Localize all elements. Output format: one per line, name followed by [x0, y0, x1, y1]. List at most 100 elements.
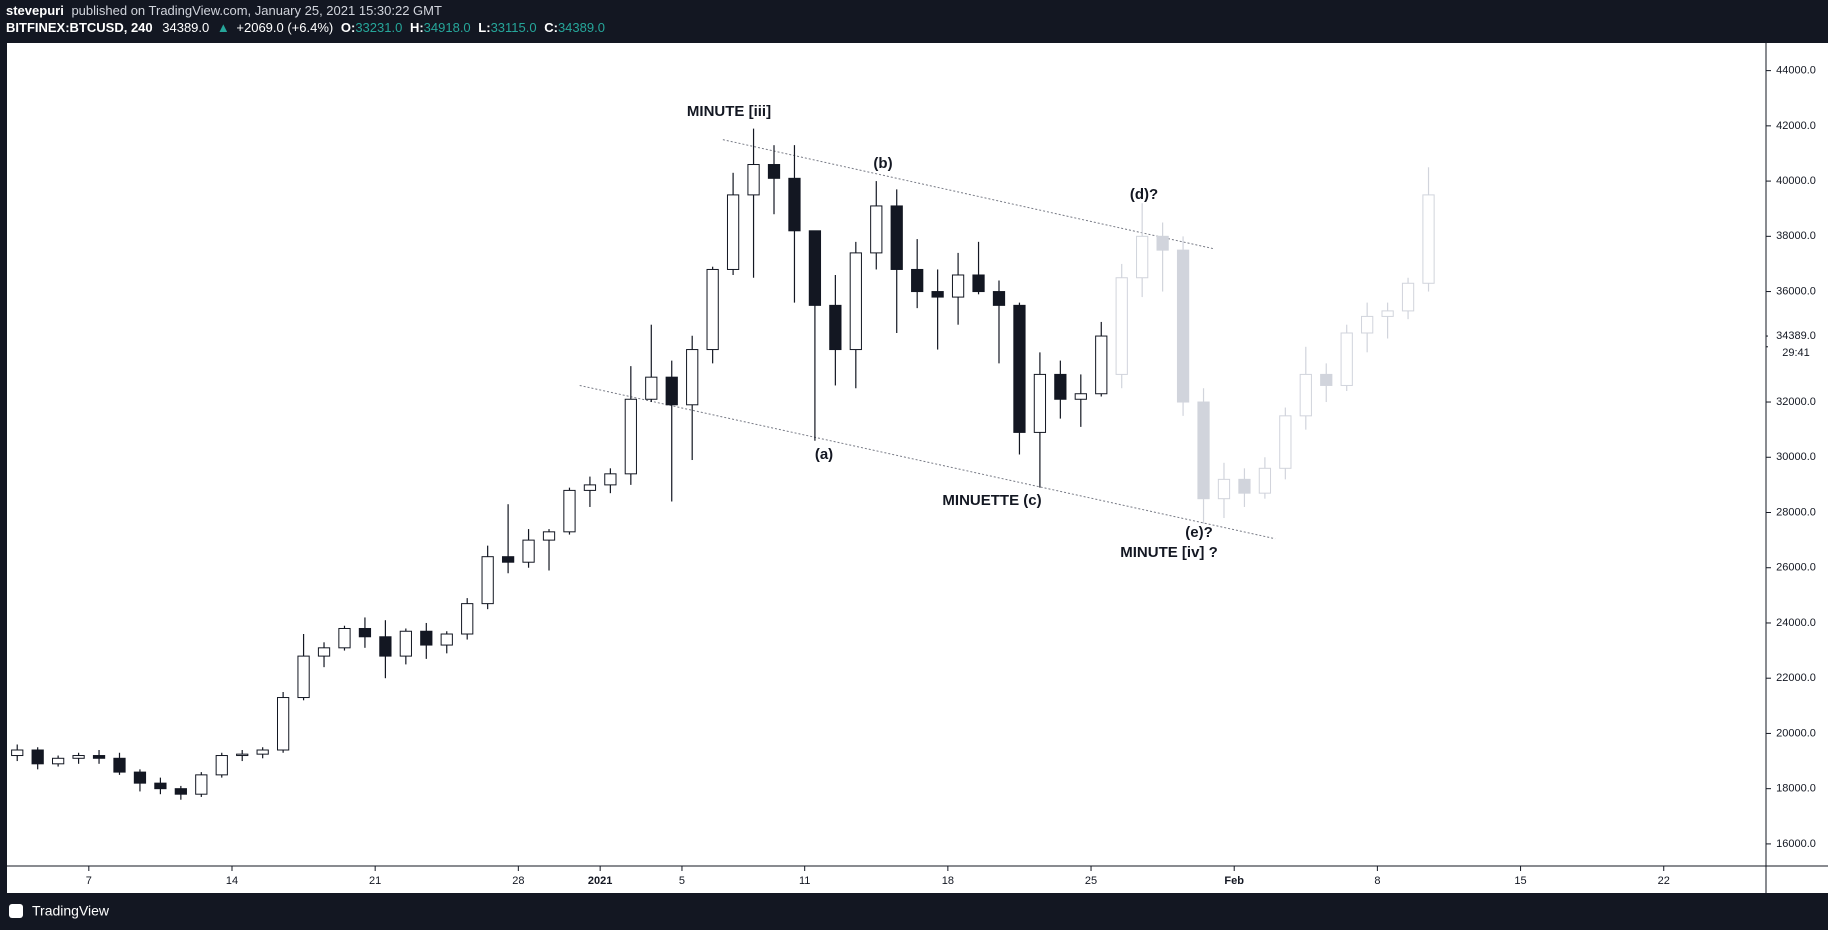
y-tick-label: 32000.0	[1776, 396, 1816, 408]
candle-body	[276, 697, 290, 751]
candle-body	[297, 655, 310, 699]
annotation: (b)	[873, 155, 892, 172]
candle-body	[1033, 373, 1047, 433]
x-tick-label: 25	[1085, 875, 1097, 887]
candle-body	[461, 603, 474, 635]
candle-body	[624, 398, 637, 475]
candle-body	[808, 230, 822, 306]
candle-body	[1320, 373, 1333, 386]
candle-body	[52, 757, 65, 765]
candle-body	[420, 630, 433, 646]
candle-body	[113, 757, 126, 773]
candle-body	[215, 755, 228, 776]
logo-icon	[9, 904, 23, 918]
candle-body	[1258, 467, 1272, 494]
x-tick-label: 5	[679, 875, 685, 887]
candle-body	[1095, 335, 1108, 395]
candle-body	[338, 627, 351, 649]
x-tick-label: Feb	[1224, 875, 1244, 887]
candle-body	[317, 647, 331, 657]
published: published on TradingView.com, January 25…	[71, 3, 442, 18]
symbol: BITFINEX:BTCUSD, 240	[6, 20, 153, 35]
candle-body	[911, 268, 924, 293]
x-tick-label: 2021	[588, 875, 612, 887]
candle-body	[1115, 277, 1128, 375]
candle-body	[706, 268, 719, 351]
candle-body	[1401, 282, 1415, 312]
candle-body	[1381, 310, 1394, 317]
candle-body	[72, 755, 85, 759]
candle-body	[583, 484, 597, 491]
candle-body	[1156, 235, 1169, 251]
y-tick-label: 20000.0	[1776, 727, 1816, 739]
candle-body	[829, 304, 842, 351]
ohlc-value: 34389.0	[558, 20, 605, 35]
candle-body	[686, 349, 699, 406]
candle-body	[154, 782, 167, 790]
candle-body	[951, 274, 965, 298]
header-line-2: BITFINEX:BTCUSD, 240 34389.0 ▲ +2069.0 (…	[6, 20, 605, 35]
annotation: MINUTE [iv] ?	[1120, 544, 1218, 561]
candle-body	[1238, 478, 1251, 494]
candle-body	[11, 749, 24, 757]
candle-body	[1422, 194, 1435, 284]
candle-body	[726, 194, 740, 270]
candle-body	[379, 636, 392, 657]
header-line-1: stevepuri published on TradingView.com, …	[6, 3, 442, 18]
candle-body	[849, 252, 862, 351]
x-tick-label: 8	[1374, 875, 1380, 887]
candle-body	[481, 556, 494, 605]
candle-body	[645, 376, 658, 400]
x-tick-label: 22	[1658, 875, 1670, 887]
left-border	[0, 43, 7, 893]
y-tick-label: 44000.0	[1776, 65, 1816, 77]
y-tick-label: 42000.0	[1776, 120, 1816, 132]
last-price-badge	[1768, 327, 1826, 362]
logo	[9, 904, 23, 918]
candle-body	[604, 473, 617, 486]
candle-body	[1013, 304, 1026, 433]
candle-body	[399, 630, 412, 657]
candle-body	[1217, 478, 1231, 500]
candle-body	[522, 539, 535, 563]
x-tick-label: 15	[1514, 875, 1526, 887]
candle-body	[1340, 332, 1353, 386]
candle-body	[501, 556, 515, 563]
x-tick-label: 7	[86, 875, 92, 887]
annotation: (d)?	[1130, 186, 1158, 203]
last: 34389.0	[162, 20, 209, 35]
candle-body	[665, 376, 678, 406]
y-tick-label: 28000.0	[1776, 506, 1816, 518]
x-tick-label: 28	[512, 875, 524, 887]
candle-body	[92, 755, 106, 759]
footer-brand: TradingView	[32, 903, 110, 919]
candle-body	[195, 774, 208, 795]
trendline	[579, 384, 1276, 540]
candle-body	[1054, 373, 1067, 400]
header-bar	[0, 0, 1828, 43]
author: stevepuri	[6, 3, 64, 18]
change: +2069.0 (+6.4%)	[236, 20, 333, 35]
candle-body	[931, 291, 944, 298]
footer-bar	[0, 893, 1828, 930]
x-tick-label: 11	[799, 875, 810, 887]
y-tick-label: 36000.0	[1776, 285, 1816, 297]
annotation: (a)	[815, 446, 833, 463]
y-tick-label: 22000.0	[1776, 672, 1816, 684]
x-tick-label: 21	[369, 875, 381, 887]
x-tick-label: 18	[942, 875, 954, 887]
x-tick-label: 14	[226, 875, 238, 887]
ohlc-label: C:	[544, 20, 558, 35]
candle-body	[788, 177, 801, 232]
y-tick-label: 24000.0	[1776, 617, 1816, 629]
y-tick-label: 18000.0	[1776, 783, 1816, 795]
candle-body	[256, 749, 269, 755]
up-arrow: ▲	[217, 20, 230, 35]
ohlc-value: 34918.0	[424, 20, 471, 35]
candle-body	[1136, 235, 1149, 279]
candle-body	[1176, 249, 1190, 403]
candle-body	[1299, 373, 1312, 417]
candle-body	[890, 205, 903, 270]
last-price-label: 34389.0	[1776, 330, 1816, 342]
